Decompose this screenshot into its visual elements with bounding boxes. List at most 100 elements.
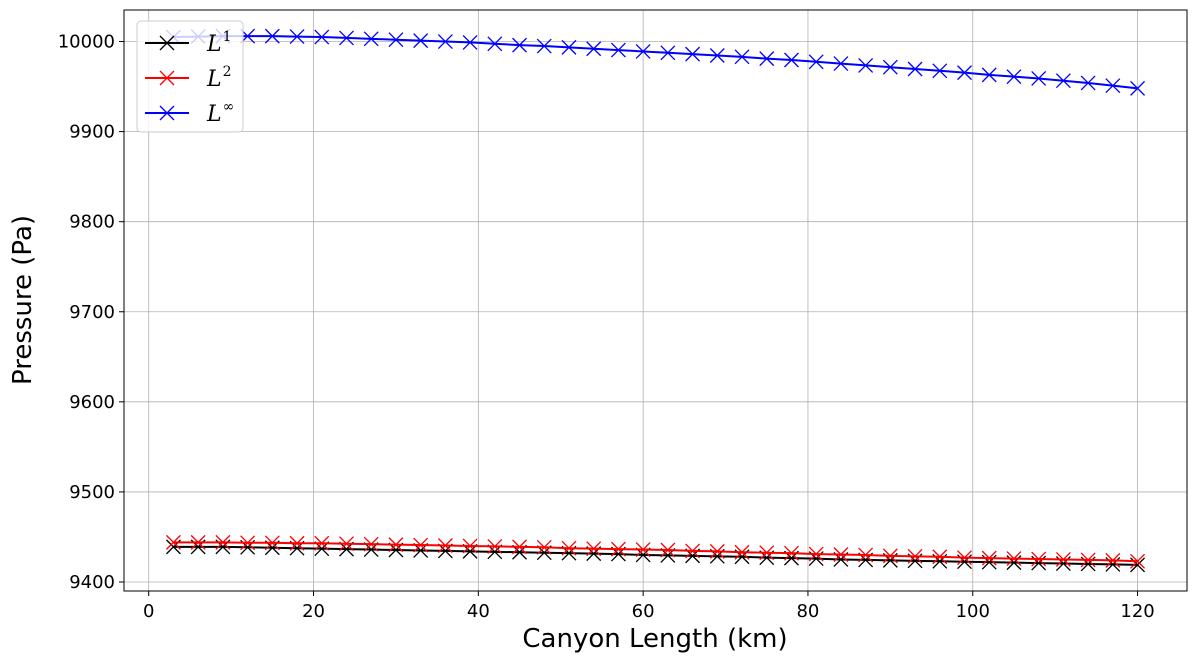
data-point-marker — [734, 544, 750, 560]
x-axis-ticks: 0 20 40 60 80 100 120 — [143, 591, 1155, 622]
data-point-marker — [635, 542, 651, 558]
data-point-marker — [586, 541, 602, 557]
data-point-marker — [536, 38, 552, 54]
series-line — [173, 35, 1138, 90]
data-point-marker — [363, 31, 379, 47]
data-point-marker — [413, 537, 429, 553]
y-tick-label: 9800 — [69, 212, 115, 233]
data-point-marker — [882, 548, 898, 564]
data-point-marker — [388, 537, 404, 553]
x-tick-label: 100 — [956, 601, 990, 622]
data-point-marker — [437, 538, 453, 553]
data-point-marker — [957, 65, 972, 81]
data-point-marker — [1130, 80, 1146, 96]
data-point-marker — [512, 539, 527, 555]
data-point-marker — [1080, 75, 1096, 91]
legend-label: L2 — [206, 64, 232, 92]
data-point-marker — [264, 28, 280, 44]
data-point-marker — [363, 536, 379, 552]
data-point-marker — [413, 33, 429, 49]
data-point-marker — [1130, 553, 1146, 569]
data-point-marker — [462, 34, 478, 50]
data-point-marker — [314, 29, 330, 45]
legend-box — [136, 20, 244, 133]
x-tick-label: 40 — [467, 601, 490, 622]
y-tick-label: 10000 — [58, 32, 115, 53]
legend-label-superscript: 1 — [223, 29, 232, 45]
legend-item: L∞ — [145, 99, 234, 127]
data-point-marker — [784, 545, 799, 561]
data-point-marker — [388, 32, 404, 48]
data-point-marker — [289, 29, 305, 45]
data-point-marker — [685, 46, 701, 62]
data-point-marker — [289, 535, 305, 551]
y-tick-label: 9700 — [69, 302, 115, 323]
legend-label: L1 — [206, 29, 232, 57]
data-point-marker — [932, 63, 948, 79]
series-2 — [165, 534, 1146, 569]
x-tick-label: 0 — [143, 601, 154, 622]
data-point-marker — [858, 57, 874, 73]
data-point-marker — [339, 536, 354, 552]
data-point-marker — [833, 547, 849, 562]
data-point-marker — [957, 550, 972, 566]
data-point-marker — [1006, 551, 1022, 567]
data-point-marker — [512, 37, 527, 53]
legend-item: L1 — [145, 29, 232, 57]
data-point-marker — [784, 52, 799, 68]
series-line — [173, 545, 1138, 566]
plot-frame — [123, 9, 1188, 592]
data-point-marker — [907, 548, 923, 564]
legend-marker — [159, 70, 175, 86]
y-tick-label: 9900 — [69, 122, 115, 143]
data-point-marker — [734, 49, 750, 65]
data-point-marker — [487, 36, 503, 52]
data-point-marker — [215, 534, 231, 550]
legend-label-base: L — [206, 32, 222, 57]
data-point-marker — [339, 30, 354, 46]
data-point-marker — [808, 54, 824, 70]
data-point-marker — [858, 547, 874, 563]
data-point-marker — [610, 541, 626, 557]
x-tick-label: 120 — [1120, 601, 1154, 622]
data-point-marker — [685, 543, 701, 559]
data-point-marker — [759, 51, 775, 67]
data-point-marker — [1055, 73, 1071, 89]
data-point-marker — [981, 550, 997, 566]
legend-label-superscript: ∞ — [223, 99, 235, 115]
data-point-marker — [1031, 70, 1047, 86]
data-point-marker — [487, 538, 503, 554]
data-point-marker — [709, 543, 725, 559]
data-point-marker — [660, 45, 676, 61]
y-tick-label: 9600 — [69, 392, 115, 413]
data-point-marker — [190, 534, 206, 550]
legend-label-superscript: 2 — [223, 64, 232, 80]
data-point-marker — [1006, 69, 1022, 85]
data-point-marker — [1055, 552, 1071, 567]
data-point-marker — [610, 42, 626, 58]
data-point-marker — [561, 39, 577, 55]
data-point-marker — [1105, 552, 1121, 568]
data-point-marker — [981, 67, 997, 83]
data-point-marker — [1080, 552, 1096, 568]
data-point-marker — [808, 546, 824, 562]
data-point-marker — [660, 542, 676, 558]
y-axis-label: Pressure (Pa) — [8, 215, 38, 385]
x-tick-label: 60 — [632, 601, 655, 622]
data-point-marker — [759, 545, 775, 561]
legend-marker — [159, 105, 175, 121]
legend-label: L∞ — [206, 99, 234, 127]
legend-label-base: L — [206, 67, 222, 92]
data-point-marker — [907, 61, 923, 77]
data-point-marker — [1031, 551, 1047, 567]
data-point-marker — [709, 48, 725, 63]
series-line — [173, 541, 1138, 563]
x-tick-label: 80 — [796, 601, 819, 622]
data-point-marker — [882, 59, 898, 75]
x-tick-label: 20 — [302, 601, 325, 622]
data-point-marker — [561, 540, 577, 556]
legend-label-base: L — [206, 102, 222, 127]
legend-item: L2 — [145, 64, 232, 92]
